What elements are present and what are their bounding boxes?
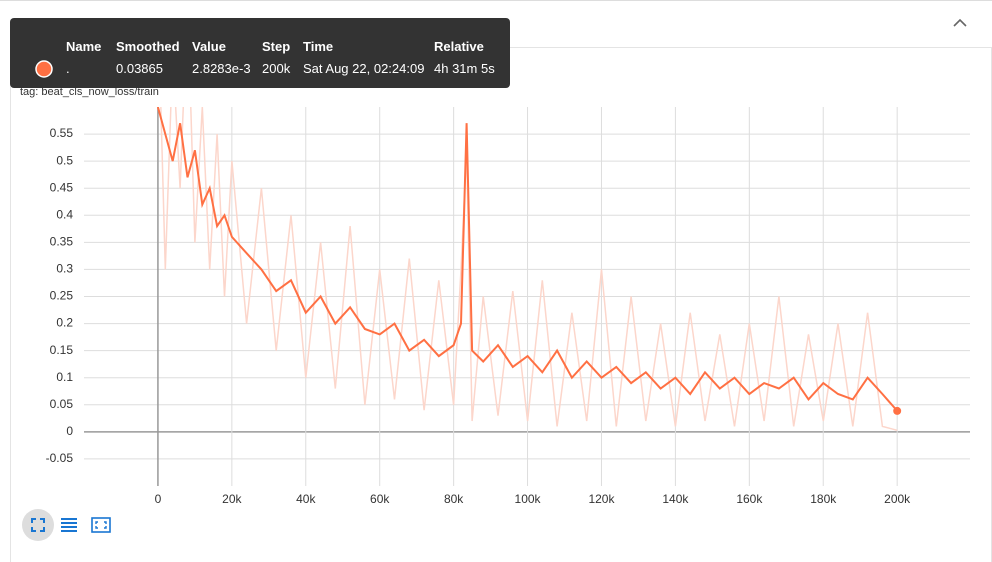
- y-tick-label: 0.3: [56, 262, 73, 276]
- tooltip-cell: Sat Aug 22, 02:24:09: [303, 61, 425, 76]
- tooltip-cell: 4h 31m 5s: [434, 61, 495, 76]
- y-tick-label: 0: [66, 424, 73, 438]
- y-tick-label: 0.25: [50, 289, 74, 303]
- tooltip-header: Time: [303, 39, 334, 54]
- fit-domain-button[interactable]: [22, 509, 54, 541]
- x-tick-label: 120k: [588, 492, 615, 506]
- x-tick-label: 160k: [736, 492, 763, 506]
- zoom-button[interactable]: [91, 517, 111, 533]
- x-tick-label: 100k: [515, 492, 542, 506]
- tooltip-cell: 2.8283e-3: [192, 61, 251, 76]
- x-tick-label: 0: [155, 492, 162, 506]
- chart-subtitle: tag: beat_cls_now_loss/train: [20, 86, 159, 98]
- tooltip-cell: 0.03865: [116, 61, 163, 76]
- series-line: [156, 107, 898, 412]
- hover-point: [893, 406, 902, 415]
- x-tick-label: 40k: [296, 492, 316, 506]
- y-tick-label: 0.1: [56, 370, 73, 384]
- collapse-button[interactable]: [952, 15, 968, 31]
- tooltip: Name Smoothed Value Step Time Relative. 0.0386…: [10, 18, 510, 88]
- y-tick-label: 0.5: [56, 153, 73, 167]
- y-tick-label: 0.4: [56, 207, 73, 221]
- tooltip-cell: .: [66, 61, 70, 76]
- y-tick-label: 0.05: [50, 397, 74, 411]
- x-tick-label: 140k: [662, 492, 689, 506]
- x-tick-label: 180k: [810, 492, 837, 506]
- toggle-log-button[interactable]: [61, 518, 77, 532]
- y-tick-label: 0.35: [50, 235, 74, 249]
- x-tick-label: 200k: [884, 492, 911, 506]
- x-tick-label: 20k: [222, 492, 242, 506]
- x-tick-label: 60k: [370, 492, 390, 506]
- y-tick-label: 0.2: [56, 316, 73, 330]
- tooltip-header: Relative: [434, 39, 484, 54]
- tooltip-header: Step: [262, 39, 291, 54]
- y-tick-label: -0.05: [46, 451, 74, 465]
- tooltip-header: Value: [192, 39, 226, 54]
- x-tick-label: 80k: [444, 492, 464, 506]
- tooltip-header: Smoothed: [116, 39, 180, 54]
- series-swatch: [35, 60, 53, 78]
- tooltip-cell: 200k: [262, 61, 291, 76]
- y-tick-label: 0.55: [50, 126, 74, 140]
- y-tick-label: 0.15: [50, 343, 74, 357]
- y-tick-label: 0.45: [50, 180, 74, 194]
- tooltip-header: Name: [66, 39, 102, 54]
